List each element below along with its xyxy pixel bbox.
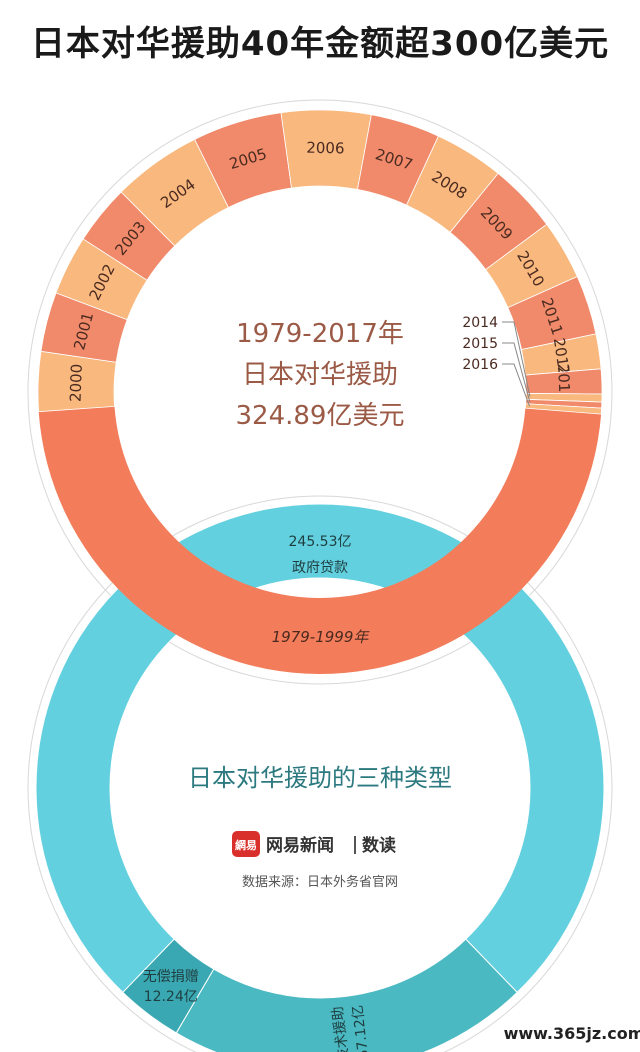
year-label: 2000 (66, 363, 85, 402)
watermark: www.365jz.com (504, 1024, 640, 1043)
year-label: 2012 (550, 337, 573, 377)
type-label-name: 技术援助 (330, 1005, 353, 1052)
year-label: 2016 (462, 357, 498, 373)
big-segment-label: 1979-1999年 (272, 628, 371, 646)
type-slice (122, 938, 215, 1034)
bottom-center-title: 日本对华援助的三种类型 (188, 764, 452, 792)
brand-block: 網易 网易新闻 数读 (232, 831, 396, 857)
loan-name: 政府贷款 (292, 560, 348, 576)
year-label: 2014 (462, 315, 498, 331)
grant-label: 无偿捐赠 12.24亿 (143, 969, 199, 1005)
brand-logo-text: 網易 (235, 838, 257, 852)
year-segment (524, 403, 602, 415)
type-label-name: 无偿捐赠 (143, 969, 199, 985)
loan-value: 245.53亿 (289, 534, 352, 550)
segment-1979-1999 (38, 406, 602, 674)
top-center-line-1: 1979-2017年 (236, 319, 404, 349)
leader-line (502, 321, 531, 397)
top-ring-outline (27, 99, 613, 685)
type-label-value: 67.12亿 (350, 1004, 372, 1052)
leader-line (502, 363, 530, 407)
year-label: 2013 (554, 363, 573, 402)
leader-line (502, 342, 531, 402)
brand-logo-icon (232, 831, 260, 857)
watermark-bg (508, 1018, 640, 1046)
top-center-line-2: 日本对华援助 (242, 360, 398, 390)
brand-section: 数读 (362, 835, 396, 856)
top-center-line-3: 324.89亿美元 (236, 401, 405, 431)
brand-name: 网易新闻 (266, 835, 334, 856)
bottom-ring-outline (27, 495, 613, 1052)
page-title: 日本对华援助40年金额超300亿美元 (30, 24, 610, 64)
type-label-value: 12.24亿 (144, 989, 198, 1005)
year-label: 2015 (462, 336, 498, 352)
brand-divider (354, 836, 356, 854)
year-label: 2006 (306, 139, 345, 158)
data-source: 数据来源：日本外务省官网 (242, 874, 398, 890)
